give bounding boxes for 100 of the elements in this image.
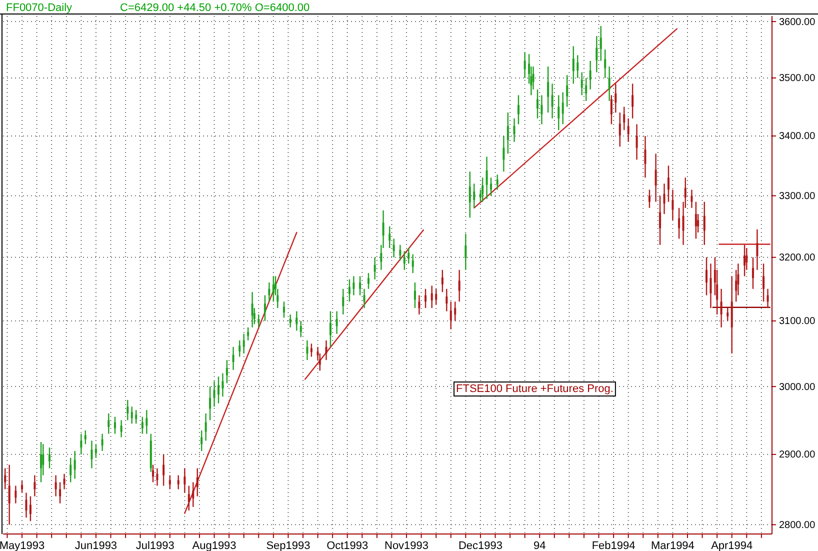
candlestick [703, 201, 706, 246]
candlestick [247, 326, 250, 341]
candlestick [694, 201, 697, 240]
candlestick [213, 380, 216, 408]
candlestick [282, 301, 285, 318]
candlestick [513, 118, 516, 142]
y-tick-label: 3200.00 [779, 252, 816, 264]
candlestick [192, 482, 194, 508]
x-tick-label: Apr1994 [711, 540, 753, 551]
annotation: FTSE100 Future +Futures Prog. [456, 383, 614, 395]
x-tick-label: 94 [533, 540, 546, 551]
candlestick [589, 60, 592, 90]
candlestick [623, 106, 626, 131]
candlestick [200, 430, 203, 452]
candlestick [289, 314, 292, 328]
candlestick [135, 409, 138, 424]
candlestick [25, 492, 28, 518]
candlestick [348, 278, 350, 302]
candlestick [576, 54, 579, 79]
x-tick-label: Nov1993 [384, 540, 429, 551]
candlestick [430, 285, 433, 309]
candlestick [517, 94, 520, 125]
y-tick-label: 3000.00 [779, 382, 816, 393]
x-tick-label: Sep1993 [266, 540, 310, 551]
y-tick-label: 2900.00 [779, 450, 816, 461]
candlestick [4, 468, 6, 490]
candlestick [226, 359, 228, 384]
candlestick [232, 346, 234, 371]
candlestick [120, 420, 122, 438]
candlestick [752, 256, 754, 290]
candlestick [473, 183, 476, 209]
candlestick [418, 294, 420, 316]
candlestick [585, 77, 588, 102]
candlestick [329, 310, 332, 348]
candlestick [608, 66, 610, 102]
candlestick [424, 288, 427, 309]
candlestick [490, 177, 492, 196]
x-tick-label: Aug1993 [192, 540, 236, 551]
chart-subtitle: C=6429.00 +44.50 +0.70% O=6400.00 [120, 2, 310, 14]
candlestick [238, 340, 241, 358]
candlestick [667, 165, 670, 202]
candlestick [29, 496, 32, 522]
candlestick [359, 276, 362, 296]
candlestick [70, 457, 72, 483]
candlestick [80, 433, 82, 456]
y-tick-label: 2800.00 [779, 520, 816, 531]
candlestick [399, 244, 402, 262]
candlestick [547, 66, 550, 114]
candlestick [367, 272, 370, 290]
candlestick [268, 282, 270, 302]
candlestick [524, 52, 526, 79]
candlestick [762, 263, 765, 302]
candlestick [34, 474, 36, 497]
candlestick [374, 256, 376, 280]
candlestick [766, 288, 769, 309]
candlestick [446, 288, 448, 312]
candlestick [600, 25, 602, 62]
candlestick [450, 301, 452, 330]
y-tick-label: 3400.00 [779, 131, 816, 142]
candlestick [310, 343, 312, 358]
candlestick [627, 118, 630, 142]
x-tick-label: May1993 [0, 540, 45, 551]
y-tick-label: 3300.00 [779, 190, 816, 202]
candlestick [217, 376, 220, 404]
candlestick [146, 409, 148, 434]
candlestick [156, 468, 158, 486]
candlestick [204, 412, 207, 442]
candlestick [506, 112, 509, 154]
y-tick-label: 3500.00 [779, 73, 816, 84]
candlestick [726, 307, 729, 322]
candlestick [618, 112, 621, 148]
candlestick [403, 250, 406, 271]
candlestick [251, 291, 254, 328]
candlestick [296, 310, 298, 332]
chart-title: FF0070-Daily [6, 2, 73, 14]
candlestick [388, 226, 391, 249]
x-tick-label: Feb1994 [592, 540, 636, 551]
candlestick [126, 399, 129, 421]
candlestick [454, 301, 456, 322]
candlestick [654, 153, 657, 202]
x-tick-label: Mar1994 [650, 540, 694, 551]
candlestick [14, 485, 17, 504]
candlestick [408, 247, 410, 264]
candlestick [152, 464, 154, 483]
candlestick [84, 430, 86, 445]
candlestick [636, 124, 638, 160]
candlestick [551, 83, 554, 119]
candlestick [458, 269, 460, 302]
candlestick [8, 464, 10, 526]
candlestick [40, 441, 42, 483]
candlestick [580, 72, 583, 96]
candlestick [242, 333, 245, 354]
candlestick [604, 48, 606, 79]
candlestick [540, 94, 543, 125]
candlestick [468, 171, 471, 218]
candlestick [572, 46, 574, 84]
x-tick-label: Oct1993 [326, 540, 368, 551]
candlestick [536, 88, 538, 119]
candlestick [562, 92, 564, 125]
candlestick [363, 288, 366, 309]
